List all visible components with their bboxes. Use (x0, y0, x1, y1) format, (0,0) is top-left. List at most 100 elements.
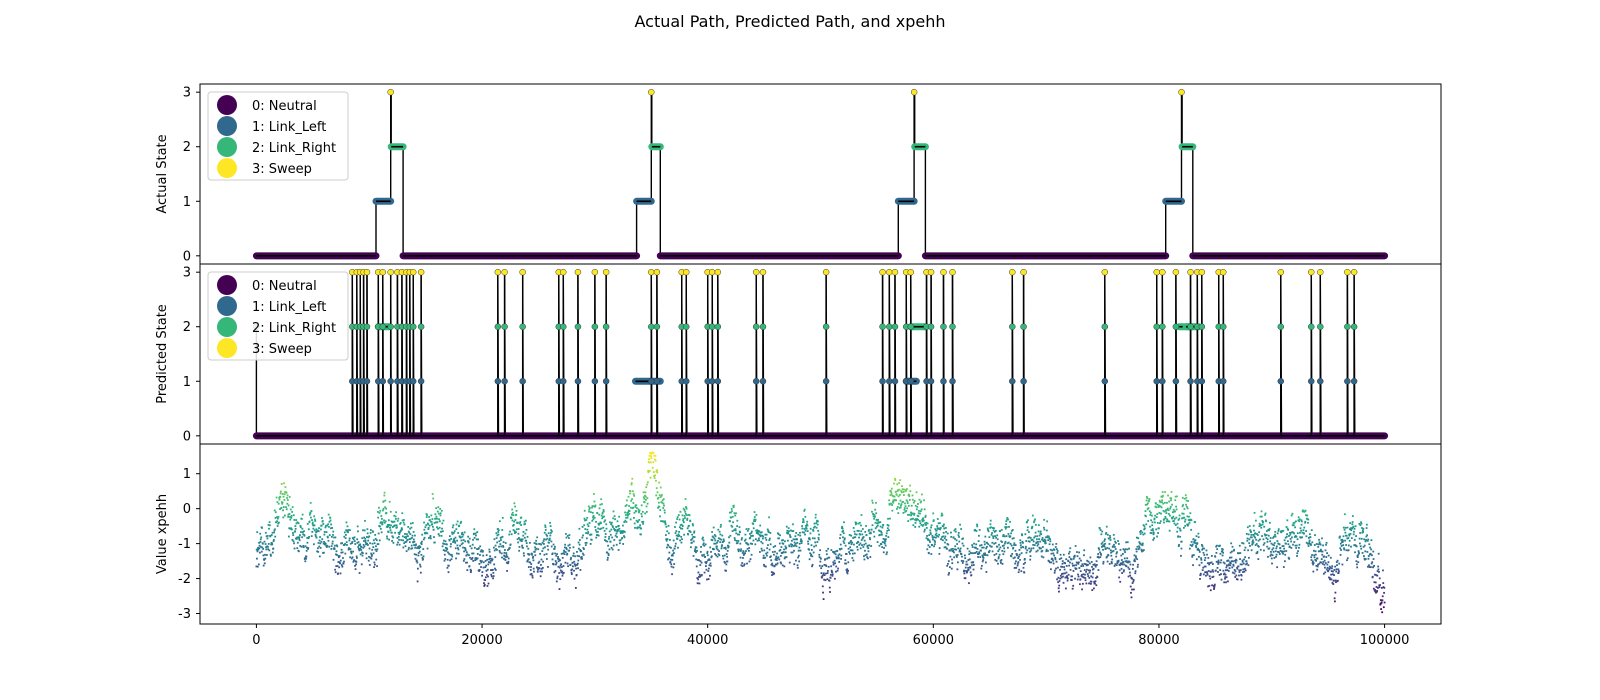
xpehh-point (851, 549, 854, 552)
xpehh-point (1061, 562, 1064, 565)
xpehh-point (984, 561, 987, 564)
xpehh-point (526, 535, 529, 538)
xpehh-point (927, 544, 930, 547)
xpehh-point (373, 563, 376, 566)
xpehh-point (314, 520, 317, 522)
xpehh-point (496, 541, 499, 544)
xpehh-point (552, 543, 555, 546)
xpehh-point (1056, 550, 1059, 552)
xpehh-point (541, 550, 544, 552)
xpehh-point (391, 526, 394, 528)
xpehh-point (904, 510, 907, 513)
xpehh-point (408, 546, 410, 549)
xpehh-point (929, 533, 932, 535)
xpehh-point (926, 538, 929, 540)
xpehh-point (698, 559, 701, 562)
xpehh-point (405, 537, 407, 539)
xpehh-point (841, 527, 844, 530)
xpehh-point (875, 512, 878, 515)
xpehh-point (677, 535, 680, 538)
xpehh-point (1087, 575, 1090, 577)
xpehh-point (1320, 558, 1323, 561)
xpehh-point (416, 547, 418, 550)
xpehh-point (1040, 555, 1043, 558)
state-point-link-left (1277, 378, 1285, 385)
xpehh-point (426, 532, 429, 535)
xpehh-point (335, 550, 338, 553)
xpehh-point (1252, 541, 1255, 544)
xpehh-point (550, 529, 553, 532)
axes-frame (199, 263, 1442, 445)
xpehh-point (663, 509, 666, 512)
xpehh-point (1039, 540, 1042, 543)
xpehh-point (813, 526, 815, 529)
x-tick-label: 60000 (913, 633, 954, 648)
xpehh-point (844, 544, 847, 547)
xpehh-point (699, 550, 702, 553)
xpehh-point (587, 532, 589, 535)
xpehh-point (963, 572, 966, 575)
xpehh-point (677, 514, 680, 516)
xpehh-point (1176, 495, 1178, 498)
xpehh-point (1304, 520, 1307, 523)
xpehh-point (1074, 545, 1077, 547)
xpehh-point (415, 559, 418, 562)
xpehh-point (1159, 520, 1162, 523)
xpehh-point (696, 582, 699, 585)
xpehh-point (1163, 501, 1166, 504)
xpehh-point (447, 571, 450, 574)
xpehh-point (993, 530, 996, 533)
xpehh-point (566, 553, 568, 556)
xpehh-point (483, 583, 486, 586)
xpehh-point (746, 562, 748, 565)
xpehh-point (607, 544, 610, 547)
xpehh-point (1154, 514, 1157, 517)
xpehh-point (290, 515, 293, 517)
xpehh-point (414, 557, 417, 560)
xpehh-point (560, 563, 562, 566)
xpehh-point (569, 558, 572, 561)
xpehh-point (1268, 529, 1270, 532)
state-point-sweep (648, 268, 655, 276)
xpehh-point (1131, 567, 1134, 570)
xpehh-point (689, 531, 692, 533)
xpehh-point (462, 546, 464, 549)
xpehh-point (682, 521, 685, 524)
xpehh-point (1006, 542, 1009, 545)
xpehh-point (959, 523, 961, 526)
xpehh-point (272, 547, 275, 550)
xpehh-point (500, 539, 502, 541)
xpehh-point (989, 523, 992, 526)
xpehh-point (863, 539, 866, 542)
xpehh-point (725, 553, 728, 555)
xpehh-point (1158, 527, 1160, 530)
xpehh-point (869, 538, 871, 541)
xpehh-point (662, 520, 664, 523)
xpehh-point (976, 523, 978, 526)
xpehh-point (872, 530, 875, 533)
xpehh-point (1291, 531, 1294, 534)
xpehh-point (1058, 580, 1061, 582)
xpehh-point (819, 549, 821, 552)
xpehh-point (960, 559, 963, 562)
xpehh-point (821, 576, 823, 579)
xpehh-point (672, 566, 675, 569)
xpehh-point (618, 515, 621, 518)
xpehh-point (517, 532, 520, 535)
xpehh-point (745, 550, 747, 552)
xpehh-point (403, 523, 406, 526)
state-point-link-left (1009, 378, 1016, 385)
xpehh-point (267, 543, 270, 545)
xpehh-point (844, 559, 847, 562)
xpehh-point (706, 550, 709, 553)
xpehh-point (914, 518, 916, 521)
xpehh-point (598, 522, 601, 525)
xpehh-point (1088, 562, 1091, 565)
xpehh-point (506, 570, 508, 572)
xpehh-point (430, 514, 433, 517)
xpehh-point (1246, 562, 1248, 565)
xpehh-point (881, 546, 884, 548)
xpehh-point (554, 569, 557, 572)
xpehh-point (1330, 578, 1333, 581)
xpehh-point (527, 566, 530, 568)
